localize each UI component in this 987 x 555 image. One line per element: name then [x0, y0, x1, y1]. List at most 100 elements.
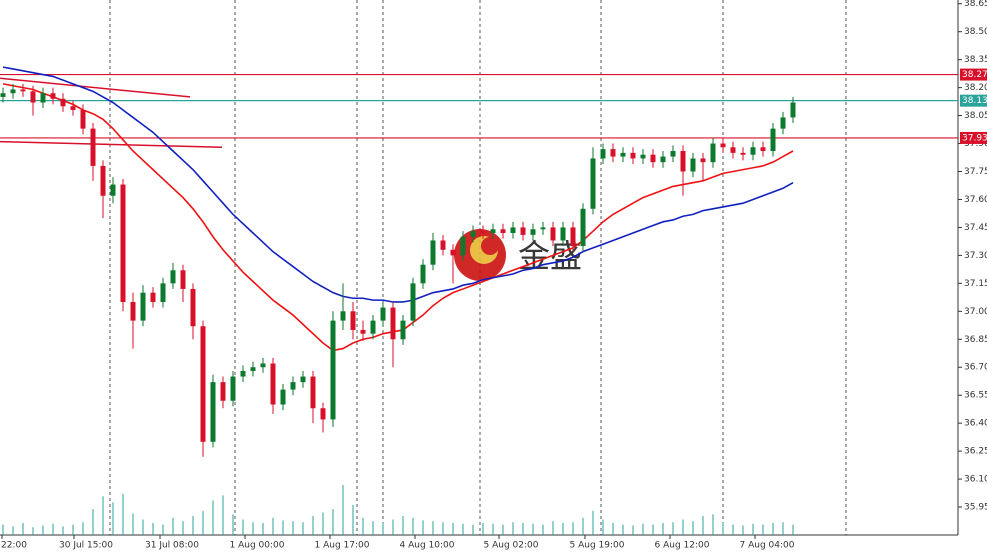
candle-body — [150, 292, 156, 302]
y-tick-label: 37.30 — [964, 251, 987, 261]
candle-body — [50, 93, 56, 99]
candle-body — [670, 150, 676, 157]
candle-body — [40, 93, 46, 103]
candle-body — [600, 149, 606, 159]
candle-body — [10, 89, 16, 94]
y-tick-label: 38.20 — [964, 83, 987, 93]
x-tick-label: 31 Jul 08:00 — [145, 541, 199, 551]
candle-body — [190, 288, 196, 327]
candle-body — [430, 240, 436, 265]
candle-body — [740, 152, 746, 155]
price-label: 38.27 — [962, 70, 987, 80]
moving-average — [2, 83, 794, 352]
candle-body — [260, 363, 266, 368]
candle-body — [790, 102, 796, 118]
candle-body — [220, 382, 226, 401]
candle-body — [770, 128, 776, 151]
x-tick-label: 7 Aug 04:00 — [740, 541, 795, 551]
candle-body — [710, 143, 716, 163]
candle-body — [530, 229, 536, 235]
y-tick-label: 37.45 — [964, 223, 987, 233]
candle-body — [470, 231, 476, 237]
candle-body — [500, 229, 506, 234]
candle-body — [750, 147, 756, 155]
y-tick-label: 37.60 — [964, 195, 987, 205]
candle-body — [720, 143, 726, 148]
candle-body — [310, 376, 316, 409]
candle-body — [620, 152, 626, 157]
price-label: 38.13 — [962, 96, 987, 106]
y-tick-label: 36.85 — [964, 335, 987, 345]
candle-body — [570, 227, 576, 247]
candle-body — [250, 367, 256, 371]
y-tick-label: 38.65 — [964, 0, 987, 9]
candle-body — [330, 320, 336, 420]
candle-body — [690, 158, 696, 172]
candle-body — [380, 307, 386, 321]
y-tick-label: 38.35 — [964, 55, 987, 65]
candle-body — [340, 311, 346, 321]
y-tick-label: 37.90 — [964, 139, 987, 149]
candle-body — [590, 158, 596, 209]
x-tick-label: 1 Aug 00:00 — [230, 541, 285, 551]
candle-body — [130, 301, 136, 321]
candle-body — [160, 283, 166, 302]
x-tick-label: 5 Aug 02:00 — [484, 541, 539, 551]
candle-body — [660, 156, 666, 163]
candle-body — [390, 307, 396, 340]
candle-body — [20, 89, 26, 92]
x-tick-label: 30 Jul 15:00 — [59, 541, 113, 551]
candle-body — [270, 363, 276, 405]
candle-body — [630, 152, 636, 159]
candle-body — [510, 227, 516, 234]
price-label: 37.93 — [962, 133, 987, 143]
candle-body — [110, 184, 116, 196]
y-tick-label: 36.55 — [964, 391, 987, 401]
y-tick-label: 36.10 — [964, 475, 987, 485]
candle-body — [520, 227, 526, 235]
candle-body — [450, 249, 456, 256]
y-tick-label: 36.70 — [964, 363, 987, 373]
y-tick-label: 37.00 — [964, 307, 987, 317]
candle-body — [90, 128, 96, 166]
candle-body — [420, 264, 426, 284]
candle-body — [580, 208, 586, 247]
y-tick-label: 38.50 — [964, 27, 987, 37]
candle-body — [460, 236, 466, 256]
x-tick-label: 6 Aug 12:00 — [655, 541, 710, 551]
candle-body — [650, 154, 656, 163]
candle-body — [360, 329, 366, 334]
trend-line — [0, 77, 191, 98]
price-label-box — [960, 68, 987, 81]
y-tick-label: 35.95 — [964, 503, 987, 513]
candle-body — [320, 408, 326, 420]
separators — [109, 0, 847, 535]
y-tick-label: 37.15 — [964, 279, 987, 289]
candle-body — [410, 283, 416, 321]
candle-body — [760, 147, 766, 151]
candle-body — [480, 231, 486, 234]
candle-body — [680, 150, 686, 172]
candle-body — [560, 227, 566, 241]
candle-body — [290, 382, 296, 390]
y-tick-label: 38.05 — [964, 111, 987, 121]
candle-body — [370, 320, 376, 334]
logo-cut — [481, 237, 499, 255]
candle-body — [610, 149, 616, 157]
candle-body — [230, 376, 236, 401]
candle-body — [730, 147, 736, 153]
candle-body — [700, 158, 706, 163]
candle-body — [640, 154, 646, 159]
x-tick-label: 22:00 — [1, 541, 27, 551]
candle-body — [180, 270, 186, 289]
candle-body — [80, 109, 86, 129]
candle-body — [540, 227, 546, 230]
y-tick-label: 37.75 — [964, 167, 987, 177]
moving-average — [2, 66, 794, 303]
candle-body — [0, 93, 6, 97]
candle-body — [140, 292, 146, 321]
candle-body — [70, 106, 76, 110]
x-tick-label: 1 Aug 17:00 — [315, 541, 370, 551]
candle-body — [100, 165, 106, 196]
